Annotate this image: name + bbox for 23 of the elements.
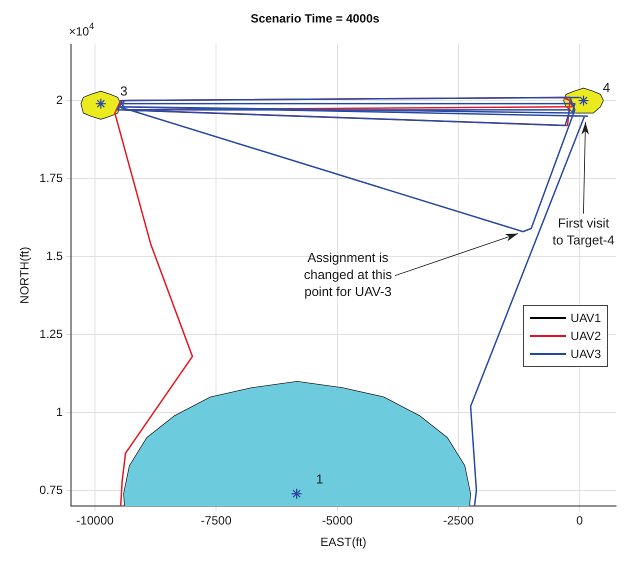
annotation: 3 [120,83,128,98]
y-tick-label: 2 [56,92,64,107]
point [291,488,302,500]
annotation: 4 [602,80,610,96]
y-tick-label: 1 [56,404,64,419]
y-axis-title: NORTH(ft) [18,246,32,304]
annotation: 1 [316,471,324,486]
annotation: Assignment is changed at this point for UAV-3 [304,250,393,300]
x-axis-title: EAST(ft) [320,535,366,550]
x-tick-label: -7500 [200,514,232,528]
y-tick-label: 1.5 [46,248,64,263]
x-tick-label: -10000 [76,514,114,528]
y-tick-label: 1.75 [39,170,64,185]
x-tick-label: -2500 [443,514,474,528]
annotation: First visit to Target-4 [552,216,614,248]
y-tick-label: 1.25 [39,326,64,341]
x-tick-label: -5000 [322,514,353,528]
x-tick-label: 0 [576,514,584,528]
legend-label: UAV2 [570,329,601,344]
legend-label: UAV3 [570,347,601,362]
y-tick-label: 0.75 [39,482,64,497]
chart-title: Scenario Time = 4000s [250,12,380,26]
legend-label: UAV1 [570,311,601,326]
